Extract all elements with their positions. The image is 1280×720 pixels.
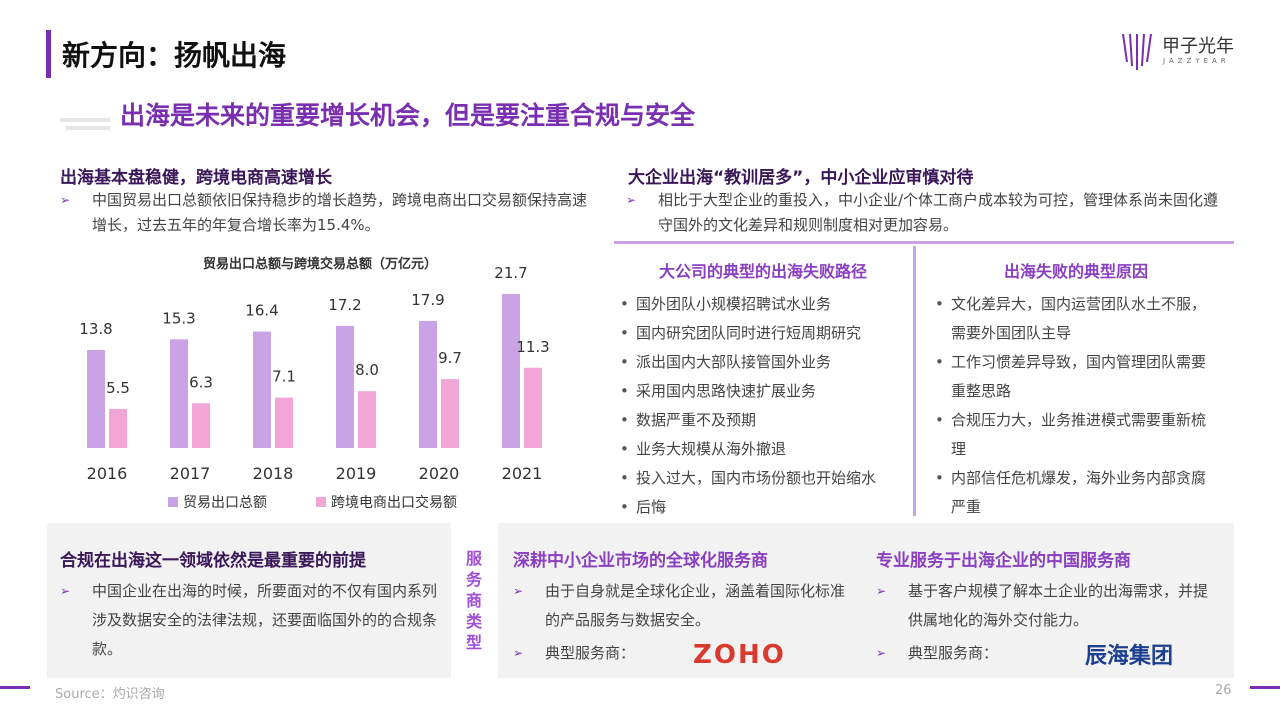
bullets: 由于自身就是全球化企业，涵盖着国际化标准的产品服务与数据安全。典型服务商： — [513, 577, 853, 672]
column-heading: 大公司的典型的出海失败路径 — [658, 262, 867, 281]
list-item: 投入过大，国内市场份额也开始缩水 — [620, 464, 910, 493]
list-item: 工作习惯差异导致，国内管理团队需要重整思路 — [935, 348, 1220, 406]
bar — [253, 331, 271, 448]
list-item: 文化差异大，国内运营团队水土不服，需要外国团队主导 — [935, 290, 1220, 348]
footer-line — [1250, 686, 1280, 689]
x-tick-label: 2016 — [87, 464, 128, 483]
divider — [913, 246, 916, 516]
list-item: 国外团队小规模招聘试水业务 — [620, 290, 910, 319]
list-item: 派出国内大部队接管国外业务 — [620, 348, 910, 377]
list-item: 中国贸易出口总额依旧保持稳步的增长趋势，跨境电商出口交易额保持高速增长，过去五年… — [60, 188, 595, 238]
list-item: 基于客户规模了解本土企业的出海需求，并提供属地化的海外交付能力。 — [876, 577, 1221, 635]
column-heading: 出海失败的典型原因 — [1003, 262, 1148, 281]
list-item: 国内研究团队同时进行短周期研究 — [620, 319, 910, 348]
data-label: 21.7 — [494, 264, 527, 282]
section-heading: 大企业出海“教训居多”，中小企业应审慎对待 — [628, 168, 974, 188]
list-item: 中国企业在出海的时候，所要面对的不仅有国内系列涉及数据安全的法律法规，还要面临国… — [60, 577, 440, 664]
bar — [358, 391, 376, 448]
list-item: 相比于大型企业的重投入，中小企业/个体工商户成本较为可控，管理体系尚未固化遵守国… — [626, 188, 1226, 238]
data-label: 17.2 — [328, 296, 361, 314]
data-label: 9.7 — [438, 349, 462, 367]
footer-line — [0, 686, 30, 689]
data-label: 15.3 — [162, 309, 195, 327]
bullets: 中国贸易出口总额依旧保持稳步的增长趋势，跨境电商出口交易额保持高速增长，过去五年… — [60, 188, 595, 242]
bar — [170, 339, 188, 448]
bullets: 中国企业在出海的时候，所要面对的不仅有国内系列涉及数据安全的法律法规，还要面临国… — [60, 577, 440, 668]
bullets: 基于客户规模了解本土企业的出海需求，并提供属地化的海外交付能力。典型服务商： — [876, 577, 1221, 672]
logo-name: 甲子光年 — [1162, 36, 1234, 57]
subtitle-deco — [60, 118, 110, 130]
x-tick-label: 2020 — [419, 464, 460, 483]
section-heading: 专业服务于出海企业的中国服务商 — [876, 551, 1131, 571]
data-label: 6.3 — [189, 373, 213, 391]
list-item: 数据严重不及预期 — [620, 406, 910, 435]
x-tick-label: 2017 — [170, 464, 211, 483]
logo: ZOHO — [693, 640, 786, 670]
list-item: 内部信任危机爆发，海外业务内部贪腐严重 — [935, 464, 1220, 522]
source: Source：灼识咨询 — [55, 687, 165, 702]
bar — [109, 408, 127, 448]
x-tick-label: 2019 — [336, 464, 377, 483]
bar — [502, 293, 520, 448]
list: 国外团队小规模招聘试水业务国内研究团队同时进行短周期研究派出国内大部队接管国外业… — [620, 290, 910, 522]
bar — [441, 379, 459, 448]
data-label: 7.1 — [272, 368, 296, 386]
bar — [87, 350, 105, 448]
bullets: 相比于大型企业的重投入，中小企业/个体工商户成本较为可控，管理体系尚未固化遵守国… — [626, 188, 1226, 242]
data-label: 17.9 — [411, 291, 444, 309]
logo: 辰海集团 — [1085, 644, 1174, 669]
title-bar — [46, 30, 51, 78]
x-tick-label: 2018 — [253, 464, 294, 483]
legend-label: 贸易出口总额 — [183, 495, 267, 511]
bar — [524, 367, 542, 448]
data-label: 11.3 — [516, 338, 549, 356]
logo-mark — [1122, 33, 1152, 70]
logo-sub: JAZZYEAR — [1163, 57, 1230, 65]
chart: 贸易出口总额与跨境交易总额（万亿元） 2016 13.8 5.5 2017 15.3 6.3… — [79, 256, 549, 511]
page-number: 26 — [1215, 683, 1232, 698]
data-label: 16.4 — [245, 302, 278, 320]
list-item: 合规压力大，业务推进模式需要重新梳理 — [935, 406, 1220, 464]
vertical-label: 服务商类型 — [465, 549, 482, 652]
data-label: 8.0 — [355, 361, 379, 379]
bar — [336, 325, 354, 448]
list-item: 业务大规模从海外撤退 — [620, 435, 910, 464]
bar — [275, 397, 293, 448]
section-heading: 合规在出海这一领域依然是最重要的前提 — [60, 551, 366, 571]
list-item: 典型服务商： — [876, 639, 1221, 668]
title: 新方向：扬帆出海 — [62, 39, 287, 72]
list-item: 采用国内思路快速扩展业务 — [620, 377, 910, 406]
list-item: 由于自身就是全球化企业，涵盖着国际化标准的产品服务与数据安全。 — [513, 577, 853, 635]
legend-label: 跨境电商出口交易额 — [331, 494, 457, 511]
data-label: 13.8 — [79, 320, 112, 338]
section-heading: 深耕中小企业市场的全球化服务商 — [513, 551, 768, 571]
x-tick-label: 2021 — [502, 464, 543, 483]
bar — [419, 320, 437, 448]
data-label: 5.5 — [106, 379, 130, 397]
list-item: 典型服务商： — [513, 639, 853, 668]
bar — [192, 403, 210, 448]
divider — [614, 241, 1234, 244]
legend-swatch — [316, 497, 326, 507]
list-item: 后悔 — [620, 493, 910, 522]
section-heading: 出海基本盘稳健，跨境电商高速增长 — [60, 168, 332, 188]
subtitle: 出海是未来的重要增长机会，但是要注重合规与安全 — [120, 101, 696, 130]
list: 文化差异大，国内运营团队水土不服，需要外国团队主导工作习惯差异导致，国内管理团队… — [935, 290, 1220, 522]
legend-swatch — [168, 497, 178, 507]
chart-title: 贸易出口总额与跨境交易总额（万亿元） — [203, 256, 437, 272]
